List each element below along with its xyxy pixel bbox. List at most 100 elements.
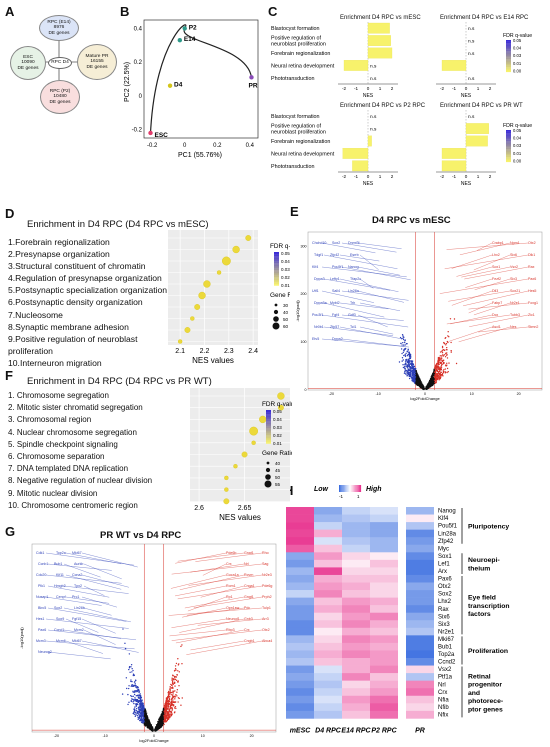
gene-label-leader bbox=[171, 618, 227, 628]
volcano-point bbox=[137, 716, 139, 718]
h-column-label: D4 RPC bbox=[315, 727, 342, 734]
panel-label-g: G bbox=[5, 524, 16, 539]
h-gene-label: Nfia bbox=[438, 697, 449, 703]
volcano-point bbox=[405, 370, 407, 372]
volcano-point bbox=[136, 711, 138, 713]
g-title: PR WT vs D4 RPC bbox=[100, 530, 182, 541]
volcano-point bbox=[174, 698, 176, 700]
volcano-point bbox=[429, 379, 432, 381]
venn-pr-count: 16155 bbox=[90, 59, 104, 65]
volcano-point bbox=[157, 724, 159, 726]
volcano-point bbox=[165, 699, 167, 702]
gene-label-right: Rom1 bbox=[226, 584, 236, 588]
volcano-point bbox=[173, 707, 176, 709]
volcano-point bbox=[175, 669, 177, 671]
term-label: 5.Postsynaptic specialization organizati… bbox=[8, 285, 168, 296]
gene-label-right: Ascl1 bbox=[492, 325, 501, 329]
volcano-point bbox=[414, 376, 417, 378]
volcano-point bbox=[128, 668, 130, 671]
c-legend-swatch bbox=[506, 52, 511, 55]
volcano-point bbox=[412, 363, 414, 365]
legend-color-swatch bbox=[274, 281, 279, 283]
c-legend-swatch bbox=[506, 144, 511, 147]
c-term: Phototransduction bbox=[271, 76, 314, 82]
gene-label-left: Klf4 bbox=[312, 265, 318, 269]
volcano-point bbox=[413, 368, 415, 370]
gene-label-leader bbox=[45, 640, 135, 649]
x-tick: 2.6 bbox=[194, 505, 204, 512]
gene-label-leader bbox=[65, 640, 104, 654]
volcano-point bbox=[140, 707, 142, 709]
volcano-point bbox=[438, 363, 440, 366]
volcano-point bbox=[136, 687, 138, 689]
legend-color-title: FDR q-value bbox=[270, 243, 290, 250]
gene-label-leader bbox=[341, 242, 397, 253]
c-legend-swatch bbox=[506, 138, 511, 140]
volcano-point bbox=[404, 344, 406, 346]
volcano-point bbox=[131, 680, 133, 683]
gene-label-right: Sox1 bbox=[492, 265, 500, 269]
gene-label-leader bbox=[450, 314, 493, 325]
volcano-point bbox=[135, 709, 138, 712]
gene-label-left: Trh bbox=[350, 301, 355, 305]
venn-e14-count: 8976 bbox=[53, 25, 65, 31]
volcano-frame bbox=[307, 231, 543, 391]
h-cell bbox=[314, 514, 342, 523]
gene-label-leader bbox=[188, 574, 263, 586]
volcano-point bbox=[406, 367, 409, 369]
volcano-point bbox=[173, 701, 175, 704]
h-cell bbox=[286, 635, 314, 644]
volcano-point bbox=[443, 368, 445, 371]
gene-label-left: Dppa3 bbox=[314, 277, 325, 281]
volcano-point bbox=[171, 708, 174, 710]
volcano-point bbox=[172, 678, 174, 680]
volcano-point bbox=[174, 668, 177, 670]
gene-label-left: Hmgb2 bbox=[54, 584, 66, 588]
volcano-point bbox=[175, 662, 178, 665]
legend-color-swatch bbox=[274, 263, 279, 265]
gene-label-left: Esrrb bbox=[350, 253, 359, 257]
volcano-point bbox=[143, 711, 145, 713]
volcano-point bbox=[410, 367, 412, 369]
c-xlabel: NES bbox=[363, 181, 374, 187]
h-cell bbox=[370, 544, 398, 553]
h-legend-swatch bbox=[344, 485, 346, 492]
gene-label-right: Guca1a bbox=[226, 573, 239, 577]
gene-label-left: Mcm2 bbox=[74, 628, 84, 632]
pca-ytick: 0.2 bbox=[134, 60, 143, 66]
volcano-point bbox=[170, 715, 172, 717]
legend-color-tick: 0.02 bbox=[273, 433, 282, 438]
volcano-point bbox=[134, 706, 136, 708]
volcano-point bbox=[444, 368, 447, 370]
h-cell bbox=[370, 612, 398, 621]
f-term-list: 1. Chromosome segregation 2. Mitotic sist… bbox=[8, 390, 198, 512]
gene-label-leader bbox=[65, 596, 110, 604]
volcano-point bbox=[161, 712, 164, 715]
gene-label-leader bbox=[451, 290, 493, 306]
volcano-point bbox=[171, 697, 174, 699]
h-cell bbox=[286, 673, 314, 681]
volcano-point bbox=[429, 380, 432, 383]
gene-label-right: Sox21 bbox=[510, 289, 520, 293]
h-cell bbox=[342, 582, 370, 591]
c-xtick: 0 bbox=[465, 86, 468, 91]
volcano-point bbox=[181, 644, 183, 646]
gene-label-leader bbox=[458, 326, 511, 342]
volcano-ytick: 200 bbox=[301, 292, 307, 296]
volcano-point bbox=[411, 360, 414, 362]
h-cell bbox=[406, 688, 434, 697]
c-legend-swatch bbox=[506, 160, 511, 163]
volcano-point bbox=[134, 684, 136, 687]
volcano-point bbox=[137, 686, 139, 688]
volcano-point bbox=[406, 350, 409, 352]
volcano-point bbox=[127, 687, 130, 690]
volcano-xtick: -20 bbox=[54, 734, 59, 738]
volcano-xtick: 0 bbox=[424, 392, 426, 396]
volcano-point bbox=[136, 690, 139, 692]
gene-label-left: Nusap1 bbox=[36, 595, 48, 599]
volcano-point bbox=[440, 374, 442, 377]
legend-color-swatch bbox=[274, 257, 279, 260]
volcano-point bbox=[175, 679, 178, 682]
gene-label-leader bbox=[357, 290, 404, 303]
volcano-point bbox=[433, 376, 436, 379]
